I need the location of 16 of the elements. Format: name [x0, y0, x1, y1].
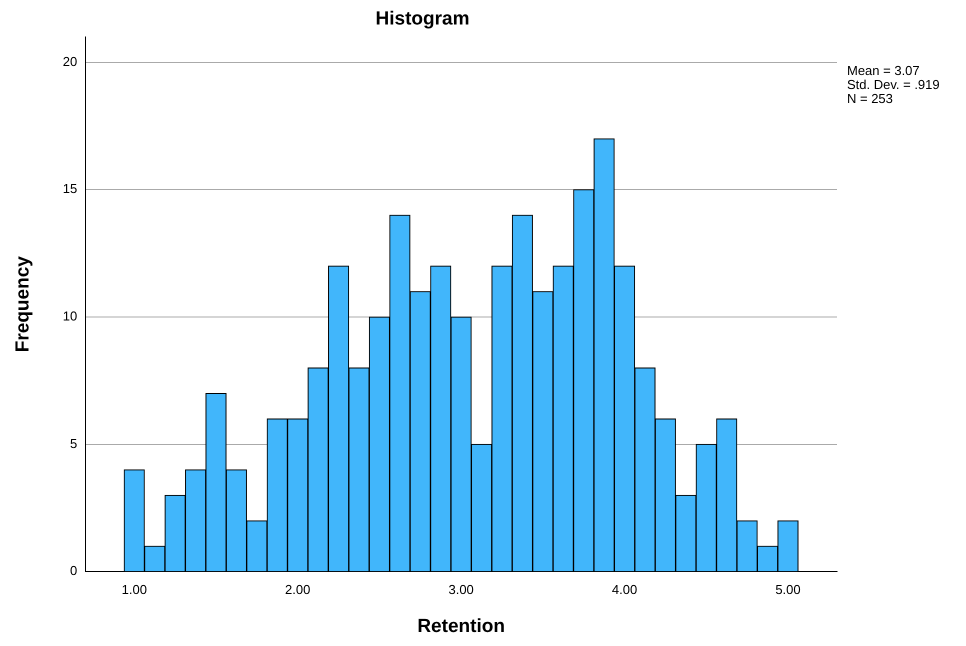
x-tick-label: 3.00 — [448, 582, 474, 597]
y-tick-label: 15 — [62, 181, 78, 196]
y-tick-label: 10 — [62, 308, 78, 324]
x-tick-label: 5.00 — [775, 582, 801, 597]
y-axis-title: Frequency — [12, 256, 34, 352]
x-tick-label: 4.00 — [612, 582, 638, 597]
x-tick-label: 1.00 — [122, 582, 147, 597]
text: Mean = 3.07 — [847, 63, 921, 78]
x-axis-title: Retention — [417, 616, 505, 637]
x-tick-label: 2.00 — [285, 582, 310, 597]
text: Std. Dev. = .919 — [847, 77, 940, 92]
y-tick-label: 5 — [70, 436, 78, 451]
y-tick-label: 0 — [70, 563, 78, 578]
y-tick-label: 20 — [62, 54, 78, 69]
chart-title: Histogram — [376, 8, 470, 30]
text: N = 253 — [847, 91, 894, 106]
